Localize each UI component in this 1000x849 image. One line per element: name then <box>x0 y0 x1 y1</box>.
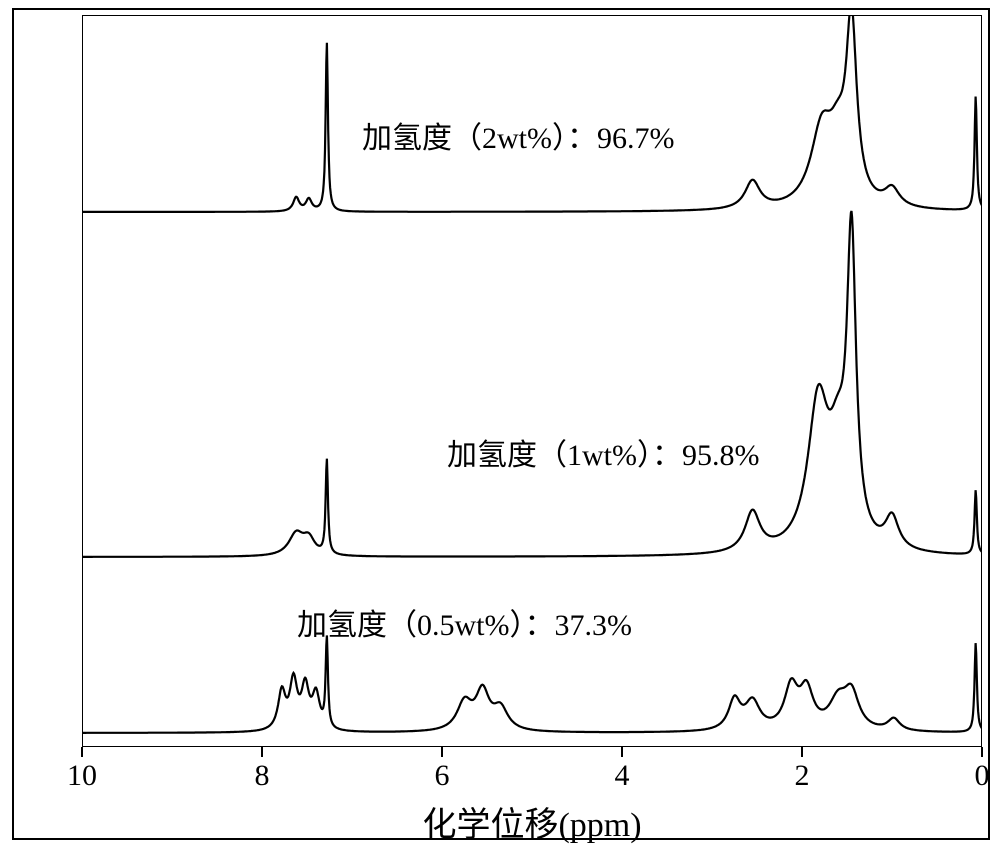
trace-label-bottom: 加氢度（0.5wt%）：37.3% <box>297 600 632 644</box>
x-tick <box>81 747 83 757</box>
x-tick <box>981 747 983 757</box>
x-tick-label: 2 <box>772 759 832 793</box>
trace-label-top: 加氢度（2wt%）：96.7% <box>362 113 674 157</box>
x-tick <box>621 747 623 757</box>
x-tick-label: 4 <box>592 759 652 793</box>
spectrum-middle <box>82 211 982 557</box>
x-tick <box>801 747 803 757</box>
x-tick <box>441 747 443 757</box>
spectrum-bottom <box>82 635 982 733</box>
nmr-plot-area: 加氢度（2wt%）：96.7% 加氢度（1wt%）：95.8% 加氢度（0.5w… <box>82 15 982 747</box>
trace-label-middle: 加氢度（1wt%）：95.8% <box>447 430 759 474</box>
x-tick-label: 10 <box>52 759 112 793</box>
x-tick <box>261 747 263 757</box>
x-tick-label: 8 <box>232 759 292 793</box>
x-tick-label: 0 <box>952 759 1000 793</box>
x-tick-label: 6 <box>412 759 472 793</box>
x-axis-label: 化学位移(ppm) <box>82 797 982 846</box>
